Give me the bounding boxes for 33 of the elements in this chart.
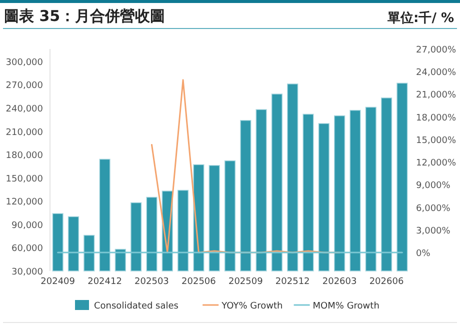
y-tick-label: 30,000 — [12, 268, 44, 278]
y2-tick-label: 12,000% — [416, 158, 456, 169]
x-tick-label: 202606 — [369, 277, 404, 287]
x-tick-label: 202503 — [134, 277, 169, 287]
y2-tick-label: 0% — [416, 249, 431, 260]
y2-tick-label: 27,000% — [416, 46, 456, 56]
y2-tick-label: 6,000% — [416, 204, 451, 214]
x-tick-label: 202512 — [275, 277, 310, 287]
x-tick-label: 202603 — [322, 277, 357, 287]
y-tick-label: 240,000 — [6, 104, 44, 114]
y-tick-label: 300,000 — [6, 58, 44, 68]
x-tick-label: 202506 — [182, 277, 216, 287]
y2-tick-label: 15,000% — [416, 136, 456, 146]
legend-label: MOM% Growth — [312, 302, 380, 312]
y-tick-label: 90,000 — [12, 220, 44, 231]
y2-tick-label: 18,000% — [416, 113, 456, 124]
x-tick-label: 202412 — [88, 277, 122, 287]
text: 單位:千/ % — [386, 10, 454, 26]
y2-tick-label: 3,000% — [416, 226, 451, 236]
y-tick-label: 270,000 — [6, 81, 44, 92]
x-tick-label: 202409 — [40, 277, 76, 287]
y2-tick-label: 21,000% — [416, 90, 456, 101]
chart-title: 圖表 35：月合併營收圖 — [4, 7, 166, 25]
y2-tick-label: 24,000% — [416, 68, 456, 78]
y2-tick-label: 9,000% — [416, 181, 451, 192]
legend-label: Consolidated sales — [94, 302, 179, 312]
x-tick-label: 202509 — [228, 277, 264, 287]
y-tick-label: 180,000 — [6, 151, 44, 162]
legend-label: YOY% Growth — [220, 302, 283, 312]
y-tick-label: 150,000 — [6, 174, 44, 184]
y-tick-label: 120,000 — [6, 198, 44, 208]
y-tick-label: 210,000 — [6, 128, 44, 138]
y-tick-label: 60,000 — [12, 244, 44, 254]
